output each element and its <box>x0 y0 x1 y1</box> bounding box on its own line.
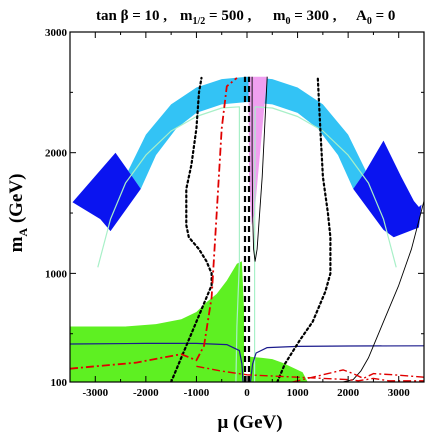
title-a0: A0 = 0 <box>356 8 395 27</box>
title-m0-value: = 300 , <box>291 8 337 24</box>
x-axis-title: μ (GeV) <box>217 412 282 433</box>
navy-line-right <box>249 345 424 382</box>
dark-blue-band-left <box>72 152 141 232</box>
chart-title: tan β = 10 , m1/2 = 500 , m0 = 300 , A0 … <box>96 8 395 27</box>
x-tick-label: 1000 <box>287 387 310 399</box>
title-a0-value: = 0 <box>372 8 396 24</box>
x-tick-label: 2000 <box>337 387 360 399</box>
y-tick-label: 2000 <box>45 148 68 160</box>
thin-black-right <box>342 200 424 382</box>
thin-black-v <box>251 76 268 262</box>
green-region <box>70 261 244 382</box>
y-axis-title-sub: A <box>16 228 30 237</box>
red-dashdot-right <box>292 369 424 382</box>
dotted-right <box>276 76 332 382</box>
title-m12-value: = 500 , <box>205 8 251 24</box>
red-dashdot-left <box>70 77 238 370</box>
title-m0-sub: 0 <box>286 16 291 27</box>
y-tick-label: 100 <box>51 377 68 389</box>
x-tick-label: -2000 <box>133 387 159 399</box>
y-axis-title-unit: (GeV) <box>6 174 27 228</box>
y-axis-title-main: m <box>6 236 27 252</box>
x-tick-label: -3000 <box>82 387 108 399</box>
y-axis-title: mA (GeV) <box>6 174 30 253</box>
title-m0-label: m <box>273 8 286 24</box>
pink-wedge <box>248 76 268 226</box>
light-blue-band <box>128 76 366 189</box>
dotted-left <box>170 76 213 382</box>
x-tick-label: 0 <box>244 387 250 399</box>
title-m12-label: m <box>180 8 193 24</box>
x-tick-label: -1000 <box>184 387 210 399</box>
navy-line <box>70 342 244 382</box>
plot-content <box>70 76 424 382</box>
title-a0-sub: 0 <box>367 16 372 27</box>
title-a0-label: A <box>356 8 367 24</box>
y-tick-label: 1000 <box>45 268 68 280</box>
y-tick-label: 3000 <box>45 27 68 39</box>
red-dashdot-bottom <box>196 365 424 382</box>
title-tanbeta: tan β = 10 , <box>96 8 167 24</box>
x-tick-label: 3000 <box>388 387 411 399</box>
title-m12: m1/2 = 500 , <box>180 8 252 27</box>
pale-green-contour-right <box>254 106 397 382</box>
dark-blue-band-right <box>353 140 422 238</box>
title-m12-sub: 1/2 <box>193 16 206 27</box>
title-m0: m0 = 300 , <box>273 8 337 27</box>
axis-ticks: -3000 -2000 -1000 0 1000 2000 3000 100 1000 2000 3… <box>45 27 425 399</box>
plot-area <box>70 76 424 382</box>
